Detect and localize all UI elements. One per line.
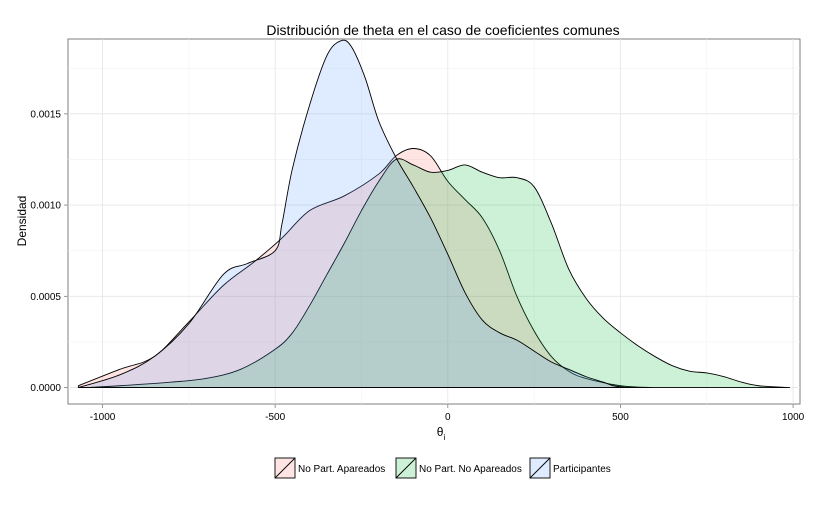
- grid-minor: [68, 39, 800, 404]
- density-area-1: [77, 148, 652, 389]
- x-tick-label: 500: [612, 412, 629, 423]
- density-areas: [77, 39, 791, 389]
- y-tick-label: 0.0015: [30, 109, 61, 120]
- legend-label: No Part. Apareados: [298, 464, 385, 475]
- x-tick-label: -1000: [90, 412, 116, 423]
- density-area-3: [77, 39, 628, 389]
- y-axis-title: Densidad: [15, 196, 29, 247]
- y-axis: 0.0000 0.0005 0.0010 0.0015: [30, 109, 68, 394]
- legend-key-diagonal: [529, 457, 551, 479]
- x-tick-label: 1000: [782, 412, 805, 423]
- chart-title: Distribución de theta en el caso de coef…: [266, 22, 619, 38]
- x-axis-title: θi: [437, 425, 446, 442]
- legend-key-diagonal: [274, 457, 296, 479]
- x-axis-title-main: θ: [437, 425, 444, 439]
- density-area-2: [84, 158, 791, 389]
- y-tick-label: 0.0010: [30, 201, 61, 212]
- legend-key-diagonal: [395, 457, 417, 479]
- x-tick-label: 0: [445, 412, 451, 423]
- y-tick-label: 0.0000: [30, 383, 61, 394]
- legend-label: No Part. No Apareados: [419, 464, 522, 475]
- x-tick-label: -500: [265, 412, 285, 423]
- y-tick-label: 0.0005: [30, 292, 61, 303]
- x-axis: -1000 -500 0 500 1000: [90, 404, 805, 423]
- legend-label: Participantes: [553, 464, 611, 475]
- plot-panel: [67, 38, 801, 405]
- legend: No Part. Apareados No Part. No Apareados P…: [274, 457, 611, 479]
- x-axis-title-subscript: i: [443, 433, 445, 442]
